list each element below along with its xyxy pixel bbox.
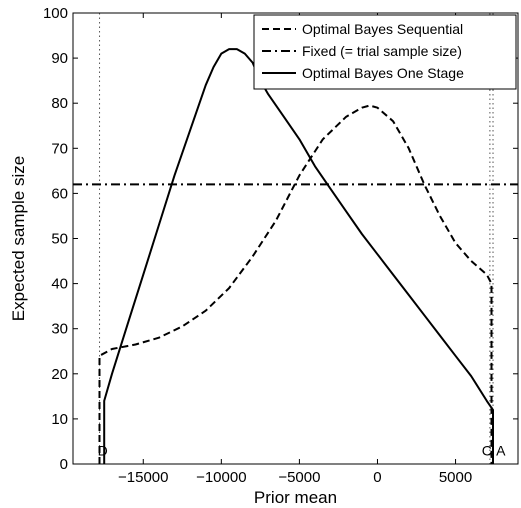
series-line-dashed — [98, 104, 493, 464]
plot-content — [73, 13, 518, 464]
legend-box — [253, 14, 517, 90]
y-tick-label: 20 — [51, 366, 68, 383]
y-tick-label: 30 — [51, 321, 68, 338]
y-tick-label: 40 — [51, 276, 68, 293]
x-tick-label: 0 — [373, 469, 381, 486]
annotation-c: C — [482, 442, 492, 458]
axes: −15000 −10000 −5000 0 5000 0 10 20 30 40 50 60 70 80 9… — [9, 5, 519, 507]
legend-label: Optimal Bayes One Stage — [302, 65, 464, 81]
y-tick-label: 0 — [60, 456, 68, 473]
y-tick-label: 100 — [43, 5, 68, 22]
y-tick-label: 50 — [51, 231, 68, 248]
series-line-solid — [103, 48, 494, 464]
x-axis-title: Prior mean — [254, 488, 337, 507]
x-tick-label: 5000 — [439, 469, 472, 486]
y-axis-title: Expected sample size — [9, 156, 28, 321]
y-tick-label: 80 — [51, 95, 68, 112]
legend-label: Optimal Bayes Sequential — [302, 21, 463, 37]
y-tick-label: 60 — [51, 185, 68, 202]
legend-label: Fixed (= trial sample size) — [302, 43, 462, 59]
y-tick-label: 10 — [51, 411, 68, 428]
x-tick-label: −5000 — [278, 469, 320, 486]
annotation-d: D — [98, 442, 108, 458]
x-tick-label: −15000 — [118, 469, 168, 486]
y-tick-label: 70 — [51, 140, 68, 157]
x-tick-label: −10000 — [196, 469, 246, 486]
y-tick-label: 90 — [51, 50, 68, 67]
annotation-a: A — [496, 442, 506, 458]
legend: Optimal Bayes Sequential Fixed (= trial s… — [253, 14, 517, 90]
